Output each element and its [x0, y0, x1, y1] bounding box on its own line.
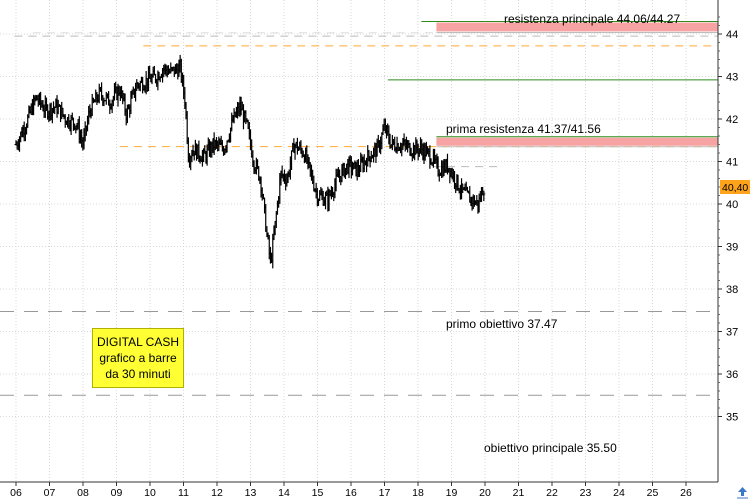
scroll-up-arrow-icon[interactable]: [735, 484, 750, 500]
y-tick-label: 38: [726, 284, 738, 296]
y-tick-label: 35: [726, 412, 738, 424]
x-tick-label: 15: [312, 487, 324, 499]
x-tick-label: 08: [77, 487, 89, 499]
x-tick-label: 13: [245, 487, 257, 499]
x-tick-label: 17: [379, 487, 391, 499]
level-label: obiettivo principale 35.50: [484, 441, 617, 455]
chart-note: DIGITAL CASH grafico a barre da 30 minut…: [92, 328, 184, 388]
x-tick-label: 21: [513, 487, 525, 499]
x-tick-label: 20: [479, 487, 491, 499]
y-tick-label: 44: [726, 29, 738, 41]
price-bars: [14, 54, 486, 269]
note-line-1: DIGITAL CASH: [96, 335, 179, 349]
y-tick-label: 36: [726, 369, 738, 381]
x-tick-label: 22: [546, 487, 558, 499]
note-line-2: grafico a barre: [99, 351, 177, 365]
level-label: prima resistenza 41.37/41.56: [446, 122, 601, 136]
y-axis-panel: [718, 0, 750, 500]
y-tick-label: 41: [726, 157, 738, 169]
x-tick-label: 24: [613, 487, 625, 499]
level-zone: [436, 137, 718, 146]
x-tick-label: 14: [278, 487, 290, 499]
x-tick-label: 18: [412, 487, 424, 499]
x-tick-label: 25: [647, 487, 659, 499]
x-tick-label: 12: [211, 487, 223, 499]
x-tick-label: 16: [345, 487, 357, 499]
x-tick-label: 06: [10, 487, 22, 499]
note-line-3: da 30 minuti: [105, 367, 171, 381]
x-tick-label: 19: [446, 487, 458, 499]
x-tick-label: 07: [44, 487, 56, 499]
x-tick-label: 10: [144, 487, 156, 499]
y-tick-label: 43: [726, 72, 738, 84]
last-price-tag: [720, 180, 750, 194]
level-lines: [0, 21, 718, 396]
x-tick-label: 23: [580, 487, 592, 499]
x-tick-label: 09: [111, 487, 123, 499]
level-labels: resistenza principale 44.06/44.27 prima r…: [446, 12, 680, 455]
y-tick-label: 40: [726, 199, 738, 211]
last-price-label: 40,40: [722, 182, 748, 194]
x-tick-label: 11: [178, 487, 189, 499]
x-tick-label: 26: [680, 487, 692, 499]
y-tick-label: 37: [726, 327, 738, 339]
level-label: primo obiettivo 37.47: [446, 317, 558, 331]
level-zone: [436, 22, 718, 32]
level-label: resistenza principale 44.06/44.27: [504, 12, 680, 26]
y-tick-label: 42: [726, 114, 738, 126]
y-tick-label: 39: [726, 242, 738, 254]
x-axis-panel: [0, 482, 750, 500]
